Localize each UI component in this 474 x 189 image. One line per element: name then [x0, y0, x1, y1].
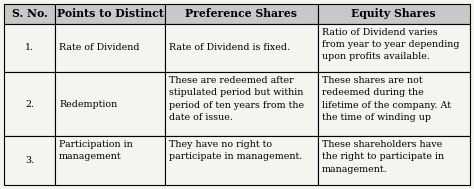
Text: Ratio of Dividend varies
from year to year depending
upon profits available.: Ratio of Dividend varies from year to ye…	[322, 28, 459, 61]
Text: These are redeemed after
stipulated period but within
period of ten years from t: These are redeemed after stipulated peri…	[169, 76, 304, 122]
Bar	[55, 23, 165, 72]
Bar	[318, 23, 470, 72]
Text: 2.: 2.	[25, 100, 34, 109]
Bar	[4, 136, 55, 185]
Bar	[165, 23, 318, 72]
Bar	[165, 72, 318, 136]
Text: Points to Distinct: Points to Distinct	[57, 8, 164, 19]
Text: Preference Shares: Preference Shares	[185, 8, 297, 19]
Bar	[318, 4, 470, 23]
Text: Redemption: Redemption	[59, 100, 118, 109]
Bar	[55, 4, 165, 23]
Bar	[4, 23, 55, 72]
Bar	[318, 136, 470, 185]
Text: S. No.: S. No.	[12, 8, 47, 19]
Bar	[165, 4, 318, 23]
Text: Equity Shares: Equity Shares	[352, 8, 436, 19]
Text: They have no right to
participate in management.: They have no right to participate in man…	[169, 140, 302, 161]
Text: Rate of Dividend: Rate of Dividend	[59, 43, 140, 52]
Bar	[318, 72, 470, 136]
Text: 3.: 3.	[25, 156, 34, 165]
Text: 1.: 1.	[25, 43, 34, 52]
Text: Rate of Dividend is fixed.: Rate of Dividend is fixed.	[169, 43, 290, 52]
Text: These shares are not
redeemed during the
lifetime of the company. At
the time of: These shares are not redeemed during the…	[322, 76, 451, 122]
Text: Participation in
management: Participation in management	[59, 140, 133, 161]
Bar	[55, 72, 165, 136]
Bar	[4, 4, 55, 23]
Bar	[165, 136, 318, 185]
Bar	[55, 136, 165, 185]
Text: These shareholders have
the right to participate in
management.: These shareholders have the right to par…	[322, 140, 444, 174]
Bar	[4, 72, 55, 136]
